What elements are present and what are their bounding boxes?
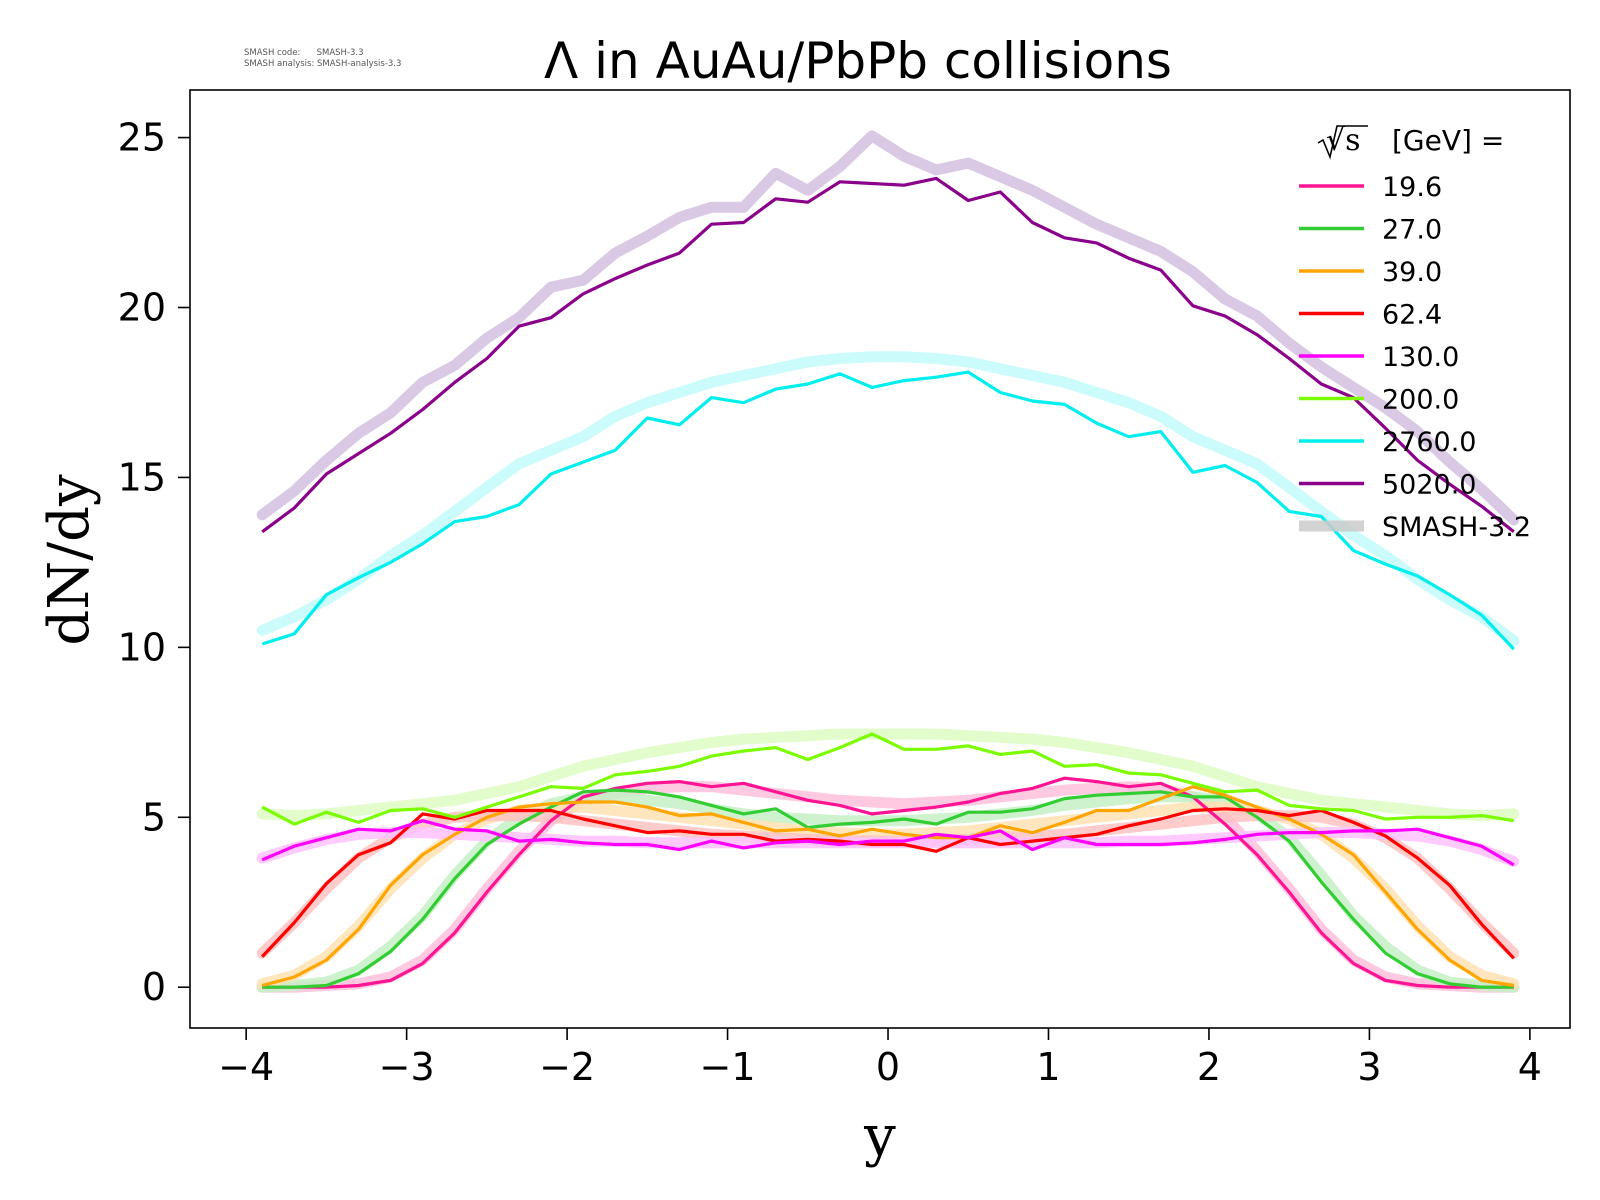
x-tick-label: −2 [539,1045,595,1089]
axis-ticks: −4 −3 −2 −1 0 1 2 3 4 0 5 10 15 20 25 [118,116,1542,1089]
legend-label-39.0: 39.0 [1382,257,1442,288]
x-tick-label: 2 [1197,1045,1221,1089]
legend-label-reference: SMASH-3.2 [1382,512,1531,543]
legend-label-2760.0: 2760.0 [1382,427,1476,458]
legend-label-200.0: 200.0 [1382,385,1459,416]
series-line-62.4 [261,807,1515,960]
series-line-27.0 [262,788,1514,989]
x-tick-label: −1 [700,1045,756,1089]
y-tick-label: 0 [142,965,166,1009]
legend-label-62.4: 62.4 [1382,300,1442,331]
y-tick-label: 10 [118,625,166,669]
chart-title: Λ in AuAu/PbPb collisions [544,32,1172,90]
y-tick-label: 15 [118,455,166,499]
series-line-130.0 [261,819,1515,867]
x-tick-label: 1 [1036,1045,1060,1089]
y-tick-label: 20 [118,286,166,330]
series-line-2760.0 [261,370,1515,651]
series-line-5020.0 [261,176,1515,534]
y-tick-label: 5 [142,795,166,839]
series-line-19.6 [262,776,1514,989]
x-tick-label: 0 [876,1045,900,1089]
series-line-200.0 [261,732,1515,826]
y-axis-label: dN/dy [37,474,102,646]
plot-frame [189,89,1571,1029]
reference-line-27.0 [256,791,1520,993]
legend-title-unit: [GeV] = [1392,124,1504,157]
version-note: SMASH code: SMASH-3.3 SMASH analysis: SM… [244,48,401,70]
x-tick-label: −4 [218,1045,274,1089]
reference-line-2760.0 [256,351,1520,647]
x-axis-label: y [863,1104,896,1169]
data-curves [261,176,1515,989]
x-tick-label: 3 [1357,1045,1381,1089]
series-line-39.0 [261,785,1515,988]
legend-label-130.0: 130.0 [1382,342,1459,373]
legend-label-27.0: 27.0 [1382,215,1442,246]
x-tick-label: −3 [379,1045,435,1089]
legend-label-19.6: 19.6 [1382,172,1442,203]
legend-sqrt-sign [1317,125,1368,160]
reference-curves [256,130,1520,993]
reference-line-19.6 [256,781,1520,993]
legend: √s [GeV] = 19.627.039.062.4130.0200.0276… [1299,123,1531,543]
y-tick-label: 25 [118,116,166,160]
x-tick-label: 4 [1518,1045,1542,1089]
version-note-line-2: SMASH analysis: SMASH-analysis-3.3 [244,59,402,69]
reference-line-200.0 [256,728,1520,822]
legend-label-5020.0: 5020.0 [1382,470,1476,501]
version-note-line-1: SMASH code: SMASH-3.3 [244,48,364,58]
reference-line-5020.0 [256,130,1520,526]
